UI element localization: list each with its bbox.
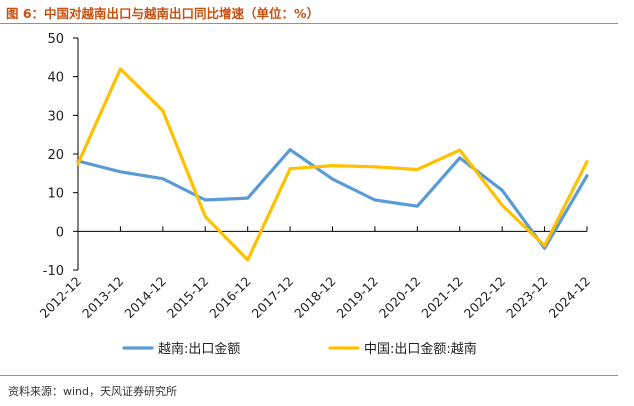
y-tick-label: 50: [47, 32, 64, 47]
x-tick-label: 2015-12: [164, 274, 212, 322]
figure-header: 图 6：中国对越南出口与越南出口同比增速（单位：%）: [0, 0, 634, 22]
x-tick-label: 2020-12: [376, 274, 424, 322]
x-tick-label: 2017-12: [249, 274, 297, 322]
axis-layer: -10 0 10 20 30 40 50 2012-122013-122014-122015-…: [37, 32, 594, 321]
x-tick-label: 2022-12: [461, 274, 509, 322]
y-tick-label: 40: [47, 71, 64, 86]
legend-label-1: 越南:出口金额: [158, 341, 240, 357]
legend: 越南:出口金额 中国:出口金额:越南: [122, 341, 477, 357]
top-rule: [0, 23, 618, 24]
x-tick-label: 2012-12: [37, 274, 85, 322]
series-layer: [76, 67, 589, 262]
y-tick-label: 0: [56, 225, 64, 240]
series-line-1: [76, 148, 589, 250]
x-tick-label: 2016-12: [206, 274, 254, 322]
figure-title: 图 6：中国对越南出口与越南出口同比增速（单位：%）: [6, 6, 320, 21]
legend-label-2: 中国:出口金额:越南: [364, 341, 477, 357]
x-tick-label: 2014-12: [121, 274, 169, 322]
y-tick-label: 20: [47, 148, 64, 163]
line-chart: -10 0 10 20 30 40 50 2012-122013-122014-122015-…: [37, 32, 594, 357]
bottom-rule: [0, 375, 618, 376]
y-tick-label: 10: [47, 187, 64, 202]
series-line-2: [76, 67, 589, 262]
x-tick-label: 2024-12: [546, 274, 594, 322]
x-tick-label: 2019-12: [333, 274, 381, 322]
x-tick-label: 2013-12: [79, 274, 127, 322]
source-note: 资料来源：wind，天风证券研究所: [8, 385, 178, 398]
y-tick-label: 30: [47, 109, 64, 124]
x-tick-label: 2021-12: [418, 274, 466, 322]
x-tick-label: 2023-12: [503, 274, 551, 322]
y-tick-label: -10: [43, 264, 64, 279]
x-tick-label: 2018-12: [291, 274, 339, 322]
